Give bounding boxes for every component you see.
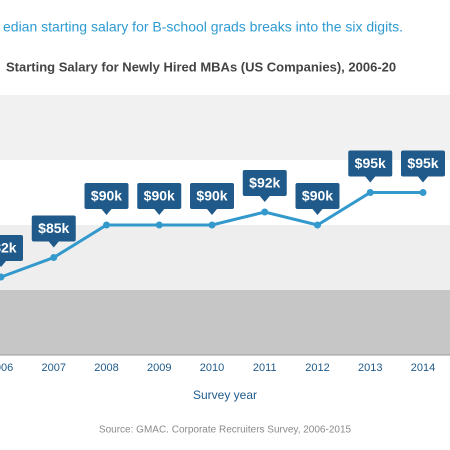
- source-note: Source: GMAC. Corporate Recruiters Surve…: [99, 425, 352, 436]
- value-label-pointer: [259, 196, 270, 202]
- x-tick-label: 2008: [94, 362, 118, 374]
- value-label-box: [84, 183, 129, 209]
- data-point: [208, 221, 216, 229]
- value-label: $85k: [38, 220, 69, 236]
- data-point: [419, 189, 427, 196]
- value-label-pointer: [48, 241, 59, 248]
- plot-band: [0, 290, 450, 355]
- value-label-box: [31, 215, 76, 242]
- value-label: $95k: [355, 155, 386, 171]
- data-point: [314, 221, 321, 229]
- value-label-pointer: [101, 209, 112, 215]
- value-label: $82k: [0, 240, 17, 256]
- x-tick-label: 2012: [305, 362, 329, 374]
- chart-title: Starting Salary for Newly Hired MBAs (US…: [6, 59, 396, 74]
- x-tick-label: 2007: [42, 362, 66, 374]
- plot-band: [0, 95, 450, 160]
- value-label: $95k: [407, 155, 438, 171]
- value-label-pointer: [312, 209, 323, 215]
- x-tick-label: 2009: [147, 362, 171, 374]
- x-tick-label: 2011: [253, 362, 277, 374]
- data-point: [50, 254, 58, 261]
- value-label: $90k: [91, 188, 122, 204]
- data-point: [366, 189, 374, 196]
- value-label-box: [242, 170, 287, 196]
- value-label: $90k: [196, 188, 227, 204]
- value-label-pointer: [418, 176, 428, 183]
- value-label-box: [348, 150, 393, 177]
- value-label-box: [0, 235, 23, 261]
- value-label-box: [137, 183, 182, 209]
- value-label-pointer: [207, 209, 217, 215]
- data-point: [261, 208, 269, 216]
- x-tick-label: 2010: [200, 362, 224, 374]
- value-label: $90k: [144, 188, 175, 204]
- data-point: [155, 221, 163, 229]
- value-label: $92k: [249, 175, 280, 191]
- data-point: [103, 221, 110, 229]
- value-label: $90k: [302, 188, 333, 204]
- value-label-box: [190, 183, 234, 209]
- x-axis-label: Survey year: [193, 388, 257, 402]
- value-label-box: [295, 183, 340, 209]
- plot: $82k $85k $90k $90k $90k $92k $90k $95k $95k: [0, 150, 445, 281]
- x-tick-label: 2013: [358, 362, 382, 374]
- chart-subtitle: edian starting salary for B-school grads…: [3, 19, 403, 35]
- value-label-box: [401, 150, 445, 177]
- value-label-pointer: [365, 176, 376, 183]
- x-tick-label: 2014: [411, 362, 435, 374]
- x-tick-label: 2006: [0, 362, 13, 374]
- value-label-pointer: [0, 261, 6, 267]
- data-point: [0, 273, 5, 281]
- value-label-pointer: [154, 209, 165, 215]
